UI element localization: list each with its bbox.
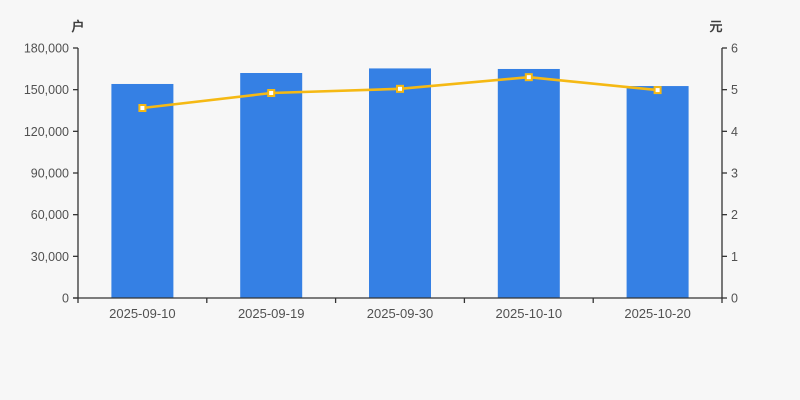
line-marker-2025-09-19[interactable] — [267, 89, 276, 97]
left-axis-tick-label: 120,000 — [24, 125, 69, 139]
right-axis-tick-label: 0 — [731, 292, 738, 306]
line-marker-2025-09-30[interactable] — [396, 84, 404, 93]
right-axis-tick-label: 4 — [731, 125, 738, 139]
bar-2025-09-19[interactable] — [240, 73, 303, 298]
right-axis-tick-label: 3 — [731, 167, 738, 181]
right-axis-tick-label: 6 — [731, 42, 738, 56]
x-axis-category-label: 2025-10-20 — [624, 306, 691, 321]
left-axis-tick-label: 180,000 — [24, 42, 69, 56]
left-axis-tick-label: 0 — [62, 292, 69, 306]
left-axis-tick-label: 30,000 — [31, 250, 69, 264]
bar-2025-09-30[interactable] — [369, 68, 431, 299]
x-axis-category-label: 2025-10-10 — [496, 306, 563, 321]
left-axis-tick-label: 60,000 — [31, 208, 69, 222]
left-axis-tick-label: 150,000 — [24, 83, 69, 97]
bar-2025-10-10[interactable] — [497, 68, 560, 298]
line-marker-2025-10-10[interactable] — [524, 73, 533, 82]
right-axis-tick-label: 2 — [731, 208, 738, 222]
right-axis-tick-label: 5 — [731, 83, 738, 97]
left-axis-title: 户 — [71, 19, 84, 34]
x-axis-category-label: 2025-09-30 — [367, 306, 434, 321]
left-axis-tick-label: 90,000 — [31, 167, 69, 181]
line-marker-2025-09-10[interactable] — [138, 104, 147, 112]
line-marker-2025-10-20[interactable] — [653, 86, 662, 95]
x-axis-category-label: 2025-09-10 — [109, 306, 176, 321]
right-axis-tick-label: 1 — [731, 250, 738, 264]
bar-2025-10-20[interactable] — [626, 86, 689, 298]
x-axis-category-label: 2025-09-19 — [238, 306, 305, 321]
right-axis-title: 元 — [709, 19, 722, 34]
bar-2025-09-10[interactable] — [111, 83, 174, 298]
